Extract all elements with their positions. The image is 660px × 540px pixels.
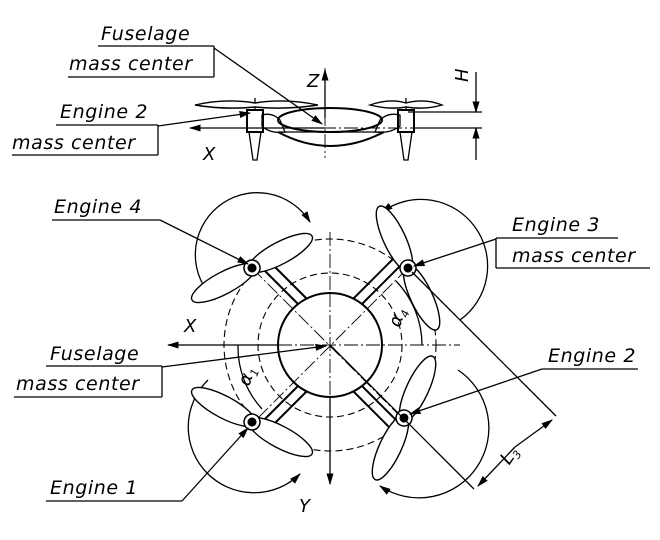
top-engine1-propeller — [186, 379, 318, 465]
side-engine-left — [194, 98, 319, 161]
top-engine2-leader — [408, 368, 543, 415]
side-left-arm — [261, 113, 286, 134]
side-fuselage-leader — [213, 47, 323, 125]
top-x-label: X — [183, 316, 197, 337]
top-l3-arrow-down — [477, 446, 516, 487]
top-view: X Y — [14, 192, 650, 517]
side-engine2-leader — [157, 110, 252, 127]
top-engine3-label-line1: Engine 3 — [512, 214, 600, 236]
top-rotation-arc-engine4 — [194, 192, 311, 301]
side-fuselage-bottom — [277, 131, 385, 147]
top-fuselage-label-line2: mass center — [16, 373, 140, 395]
side-engine2-label-line2: mass center — [12, 132, 136, 154]
top-alpha1-arc — [237, 344, 263, 410]
top-fuselage-label-line1: Fuselage — [50, 343, 139, 365]
top-rotation-arc-engine3 — [381, 198, 489, 321]
side-right-arm — [374, 113, 401, 134]
top-fuselage-leader — [161, 343, 328, 368]
top-outer-dashed-circle — [223, 238, 437, 452]
side-engine-right — [367, 98, 445, 161]
top-alpha1-label: α1 — [234, 364, 262, 390]
side-fuselage-label-line2: mass center — [69, 53, 193, 75]
top-alpha4-label: α4 — [384, 305, 412, 331]
top-y-label: Y — [299, 496, 312, 517]
top-engine3-leader — [412, 238, 497, 267]
side-h-label: H — [452, 68, 473, 82]
side-engine2-label-line1: Engine 2 — [60, 101, 148, 123]
top-engine1-label: Engine 1 — [50, 477, 138, 499]
top-engine2-label: Engine 2 — [548, 345, 636, 367]
top-l3-label: L3 — [496, 442, 525, 469]
side-view: Z X H Fuselage mass center Engine 2 mass… — [12, 23, 482, 165]
side-z-label: Z — [306, 71, 320, 92]
top-diag-2 — [251, 267, 409, 425]
top-l3-ext-bottom — [329, 344, 475, 490]
top-engine4-leader — [159, 219, 250, 265]
top-inner-dashed-circle — [257, 272, 403, 418]
top-rotation-arc-engine2 — [379, 369, 490, 499]
side-x-label: X — [202, 144, 216, 165]
top-alpha4-arc — [395, 280, 423, 346]
top-engine4-propeller — [186, 225, 318, 311]
top-engine3-label-line2: mass center — [512, 245, 636, 267]
top-l3-arrow-up — [514, 419, 553, 448]
top-engine2-propeller — [364, 350, 444, 486]
side-fuselage-label-line1: Fuselage — [101, 23, 190, 45]
top-l3-ext-top — [411, 271, 557, 417]
top-engine1-leader — [181, 427, 249, 502]
top-engine4-label: Engine 4 — [54, 196, 142, 218]
